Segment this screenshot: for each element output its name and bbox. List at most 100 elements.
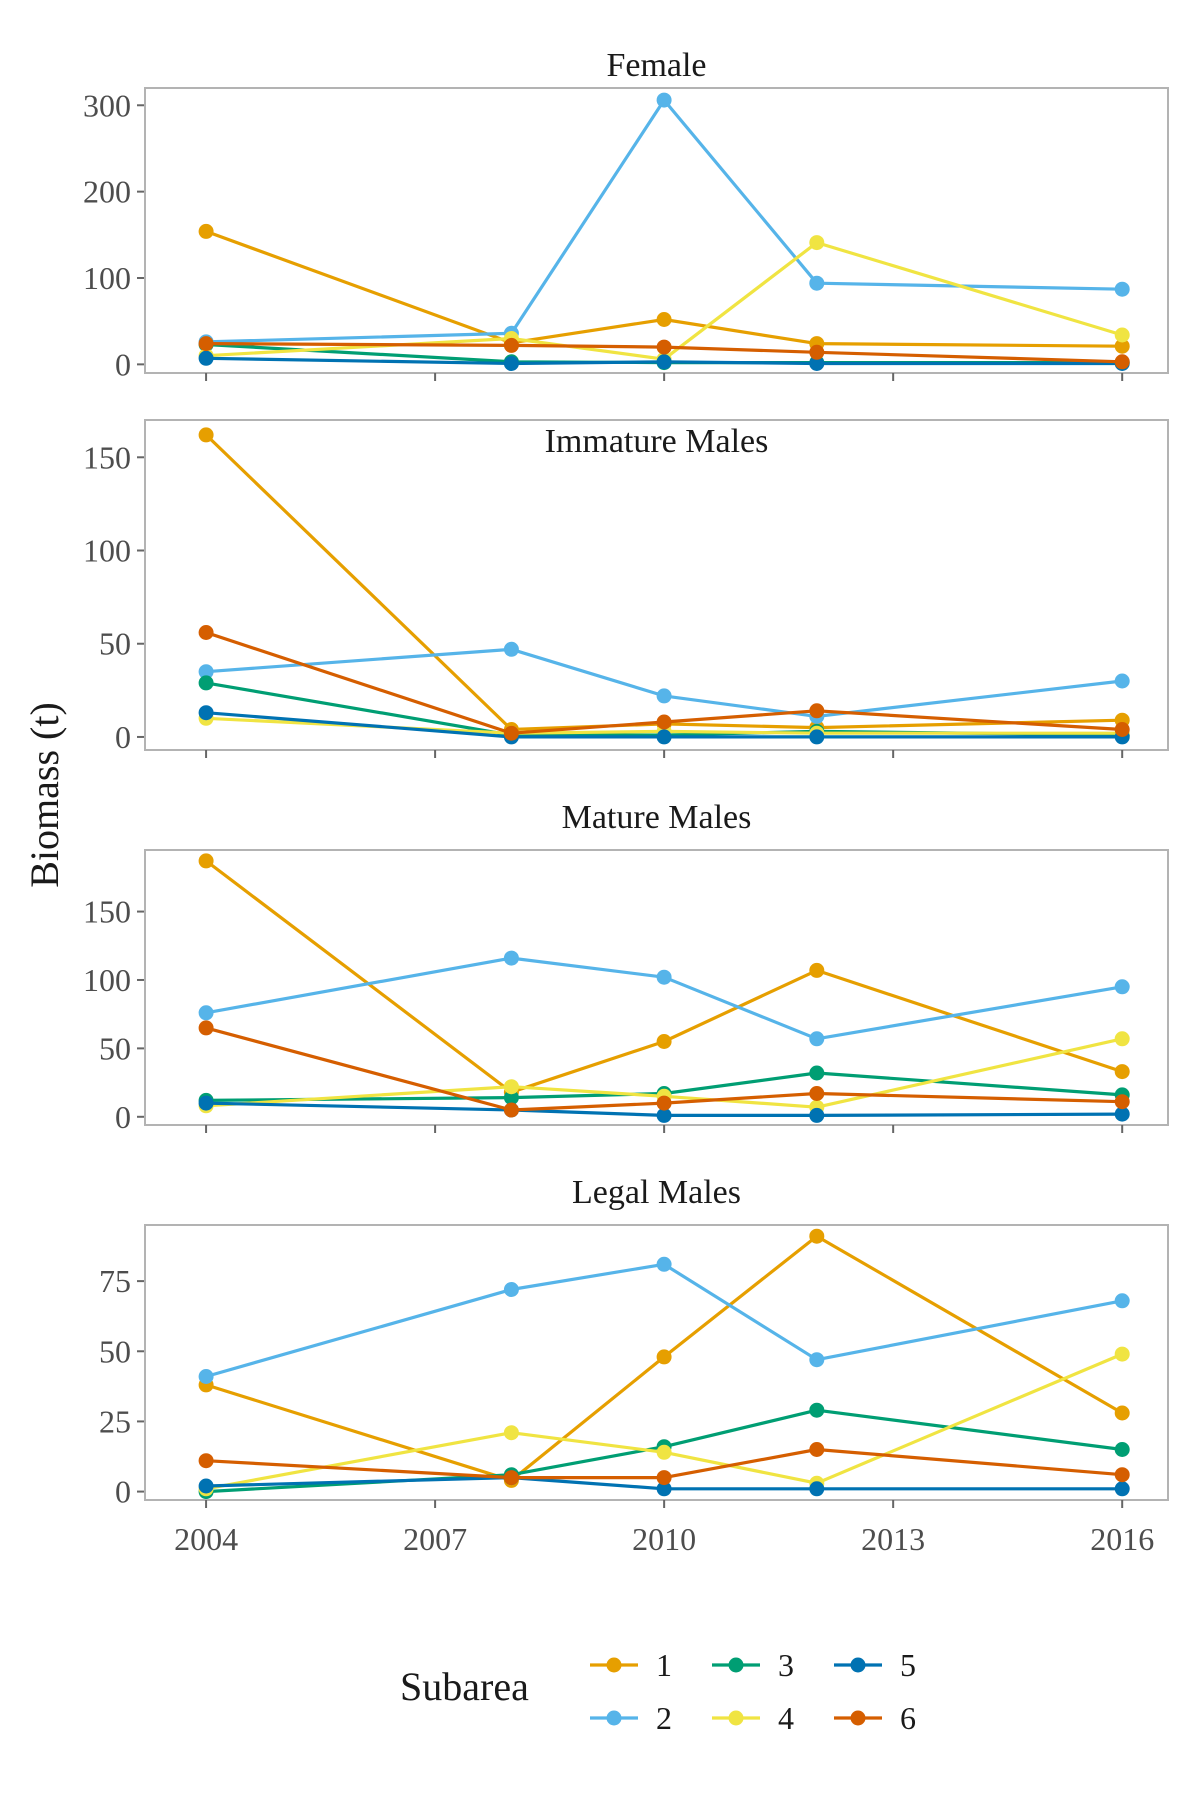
data-point-2 bbox=[1114, 281, 1130, 297]
data-point-4 bbox=[503, 1079, 519, 1095]
panel-border bbox=[144, 87, 1169, 374]
data-point-4 bbox=[503, 1425, 519, 1441]
data-point-1 bbox=[1114, 338, 1130, 354]
panel-title: Legal Males bbox=[572, 1174, 741, 1211]
data-point-1 bbox=[656, 1034, 672, 1049]
data-point-5 bbox=[656, 729, 672, 745]
data-point-6 bbox=[809, 1442, 825, 1457]
panel-title: Female bbox=[606, 47, 706, 84]
data-point-4 bbox=[656, 1444, 672, 1460]
data-point-6 bbox=[1114, 722, 1130, 737]
data-point-6 bbox=[198, 336, 214, 352]
y-tick-label: 0 bbox=[115, 1099, 131, 1135]
data-point-4 bbox=[809, 235, 825, 251]
data-point-5 bbox=[198, 1095, 214, 1111]
data-point-2 bbox=[503, 950, 519, 966]
data-point-6 bbox=[1114, 1467, 1130, 1483]
legend-label-1: 1 bbox=[656, 1647, 672, 1683]
data-point-5 bbox=[198, 705, 214, 721]
data-point-2 bbox=[503, 1282, 519, 1297]
y-tick-label: 300 bbox=[83, 87, 131, 123]
data-point-1 bbox=[809, 962, 825, 978]
data-point-2 bbox=[198, 1369, 214, 1384]
data-point-2 bbox=[656, 92, 672, 108]
data-point-5 bbox=[809, 729, 825, 745]
data-point-2 bbox=[1114, 673, 1130, 689]
data-point-2 bbox=[656, 688, 672, 704]
data-point-5 bbox=[1114, 1481, 1130, 1497]
data-point-6 bbox=[503, 1102, 519, 1118]
data-point-1 bbox=[1114, 1064, 1130, 1080]
data-point-6 bbox=[1114, 354, 1130, 370]
legend-key-point-3 bbox=[728, 1657, 744, 1673]
y-tick-label: 150 bbox=[83, 439, 131, 475]
data-point-5 bbox=[1114, 1106, 1130, 1122]
data-point-5 bbox=[198, 1478, 214, 1494]
legend-key-point-6 bbox=[850, 1710, 866, 1726]
x-tick-label: 2013 bbox=[861, 1521, 925, 1557]
series-line-1 bbox=[204, 433, 1123, 732]
data-point-5 bbox=[656, 354, 672, 370]
y-tick-label: 0 bbox=[115, 1474, 131, 1510]
data-point-6 bbox=[503, 337, 519, 353]
legend-key-point-2 bbox=[606, 1710, 622, 1726]
data-point-4 bbox=[1114, 1346, 1130, 1362]
y-tick-label: 100 bbox=[83, 962, 131, 998]
data-point-6 bbox=[809, 1086, 825, 1101]
legend-label-4: 4 bbox=[778, 1700, 794, 1736]
x-tick-label: 2010 bbox=[632, 1521, 696, 1557]
data-point-6 bbox=[198, 1020, 214, 1036]
y-tick-label: 50 bbox=[99, 1030, 131, 1066]
data-point-5 bbox=[198, 350, 214, 366]
y-tick-label: 0 bbox=[115, 719, 131, 755]
data-point-1 bbox=[656, 312, 672, 327]
data-point-1 bbox=[809, 1228, 825, 1244]
data-point-6 bbox=[656, 339, 672, 355]
data-point-2 bbox=[503, 641, 519, 657]
data-point-3 bbox=[198, 675, 214, 691]
series-line-2 bbox=[206, 98, 1123, 344]
data-point-2 bbox=[1114, 1293, 1130, 1309]
data-point-6 bbox=[503, 725, 519, 741]
legend-label-6: 6 bbox=[900, 1700, 916, 1736]
data-point-1 bbox=[198, 223, 214, 239]
x-tick-label: 2016 bbox=[1090, 1521, 1154, 1557]
data-point-1 bbox=[1114, 1405, 1130, 1421]
y-tick-label: 50 bbox=[99, 626, 131, 662]
panel-border bbox=[144, 419, 1169, 751]
data-point-4 bbox=[1114, 327, 1130, 343]
data-point-3 bbox=[1114, 1442, 1130, 1457]
data-point-2 bbox=[656, 969, 672, 985]
data-point-6 bbox=[198, 1453, 214, 1469]
data-point-6 bbox=[198, 625, 214, 640]
data-point-6 bbox=[656, 1095, 672, 1111]
data-point-6 bbox=[1114, 1094, 1130, 1110]
panel-title: Immature Males bbox=[545, 423, 769, 460]
y-axis-title: Biomass (t) bbox=[22, 702, 67, 888]
legend-title: Subarea bbox=[400, 1664, 529, 1709]
data-point-3 bbox=[809, 1402, 825, 1418]
panel-title: Mature Males bbox=[562, 799, 752, 836]
data-point-3 bbox=[503, 1090, 519, 1106]
legend-key-point-4 bbox=[728, 1710, 744, 1726]
panel-border bbox=[144, 1224, 1169, 1501]
legend-label-2: 2 bbox=[656, 1700, 672, 1736]
data-point-6 bbox=[656, 1470, 672, 1486]
y-tick-label: 25 bbox=[99, 1403, 131, 1439]
legend-key-point-1 bbox=[606, 1657, 622, 1673]
data-point-4 bbox=[1114, 1031, 1130, 1047]
data-point-5 bbox=[809, 356, 825, 371]
y-tick-label: 75 bbox=[99, 1263, 131, 1299]
x-tick-label: 2004 bbox=[174, 1521, 238, 1557]
y-tick-label: 0 bbox=[115, 346, 131, 382]
x-tick-label: 2007 bbox=[403, 1521, 467, 1557]
data-point-6 bbox=[656, 714, 672, 730]
legend-label-3: 3 bbox=[778, 1647, 794, 1683]
data-point-1 bbox=[198, 853, 214, 869]
legend-label-5: 5 bbox=[900, 1647, 916, 1683]
data-point-5 bbox=[809, 1481, 825, 1497]
data-point-5 bbox=[656, 1107, 672, 1123]
y-tick-label: 100 bbox=[83, 533, 131, 569]
panel-border bbox=[144, 849, 1169, 1126]
